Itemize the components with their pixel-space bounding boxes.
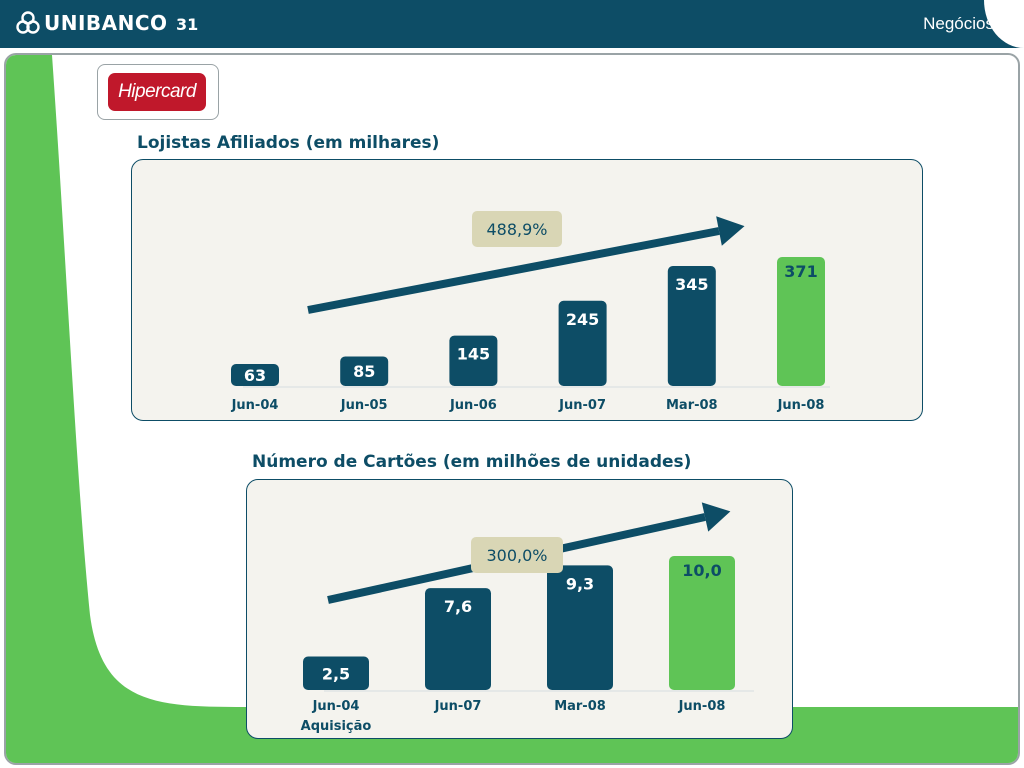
chart-2-title: Número de Cartões (em milhões de unidade… [252, 452, 692, 472]
bar-value-label: 371 [784, 262, 817, 281]
growth-label: 488,9% [486, 220, 547, 239]
unibanco-mark-icon [16, 11, 40, 34]
unibanco-logo: UNIBANCO [16, 10, 168, 36]
chart-1-title: Lojistas Afiliados (em milhares) [137, 133, 440, 153]
x-tick-label: Jun-08 [777, 398, 825, 413]
growth-arrow-head [716, 216, 745, 246]
bar [777, 257, 825, 386]
hipercard-logo-box: Hipercard [97, 64, 219, 120]
section-title: Negócios [923, 14, 994, 33]
x-tick-label: Jun-05 [340, 398, 388, 413]
bar-value-label: 145 [457, 345, 490, 364]
x-tick-label: Jun-04 [312, 699, 360, 714]
page-number: 31 [176, 15, 199, 34]
x-tick-label: Mar-08 [666, 398, 718, 413]
growth-badge [472, 211, 562, 247]
x-tick-label: Mar-08 [554, 699, 606, 714]
bar [425, 588, 491, 690]
bar [667, 266, 716, 386]
x-tick-sublabel: Aquisição [301, 719, 372, 734]
bar-value-label: 9,3 [566, 574, 594, 593]
x-tick-label: Jun-07 [558, 398, 606, 413]
header-bar: UNIBANCO 31 Negócios [0, 0, 1024, 48]
chart-1-panel: 63 Jun-04 85 Jun-05 145 Jun-06 245 Jun-07 345 Mar… [131, 159, 923, 421]
bar [449, 335, 498, 386]
chart-2-svg: 2,5 Jun-04 Aquisição 7,6 Jun-07 9,3 Mar-08 10,0… [301, 502, 754, 734]
bar-value-label: 2,5 [322, 664, 350, 683]
bar [558, 300, 607, 386]
growth-arrow-head [701, 502, 731, 532]
x-tick-label: Jun-08 [678, 699, 726, 714]
bar [669, 556, 735, 690]
bar-value-label: 245 [566, 310, 599, 329]
bar-value-label: 63 [244, 366, 266, 385]
hipercard-logo: Hipercard [108, 73, 206, 111]
bar [303, 656, 369, 690]
green-side-shape [6, 55, 1018, 763]
bar-value-label: 85 [353, 362, 375, 381]
bar [547, 565, 613, 690]
bar-value-label: 7,6 [444, 597, 472, 616]
bar [231, 364, 279, 386]
bar-value-label: 345 [675, 275, 708, 294]
chart-1-svg: 63 Jun-04 85 Jun-05 145 Jun-06 245 Jun-07 345 Mar… [231, 211, 830, 413]
chart-2-panel: 2,5 Jun-04 Aquisição 7,6 Jun-07 9,3 Mar-08 10,0… [246, 479, 793, 739]
x-tick-label: Jun-07 [434, 699, 482, 714]
bar-value-label: 10,0 [682, 561, 721, 580]
growth-arrow-shaft [307, 227, 720, 314]
growth-badge [471, 537, 563, 573]
header-corner [984, 0, 1024, 48]
brand-name: UNIBANCO [44, 11, 168, 35]
x-tick-label: Jun-04 [231, 398, 279, 413]
bar [340, 356, 389, 386]
x-tick-label: Jun-06 [449, 398, 497, 413]
growth-label: 300,0% [486, 546, 547, 565]
